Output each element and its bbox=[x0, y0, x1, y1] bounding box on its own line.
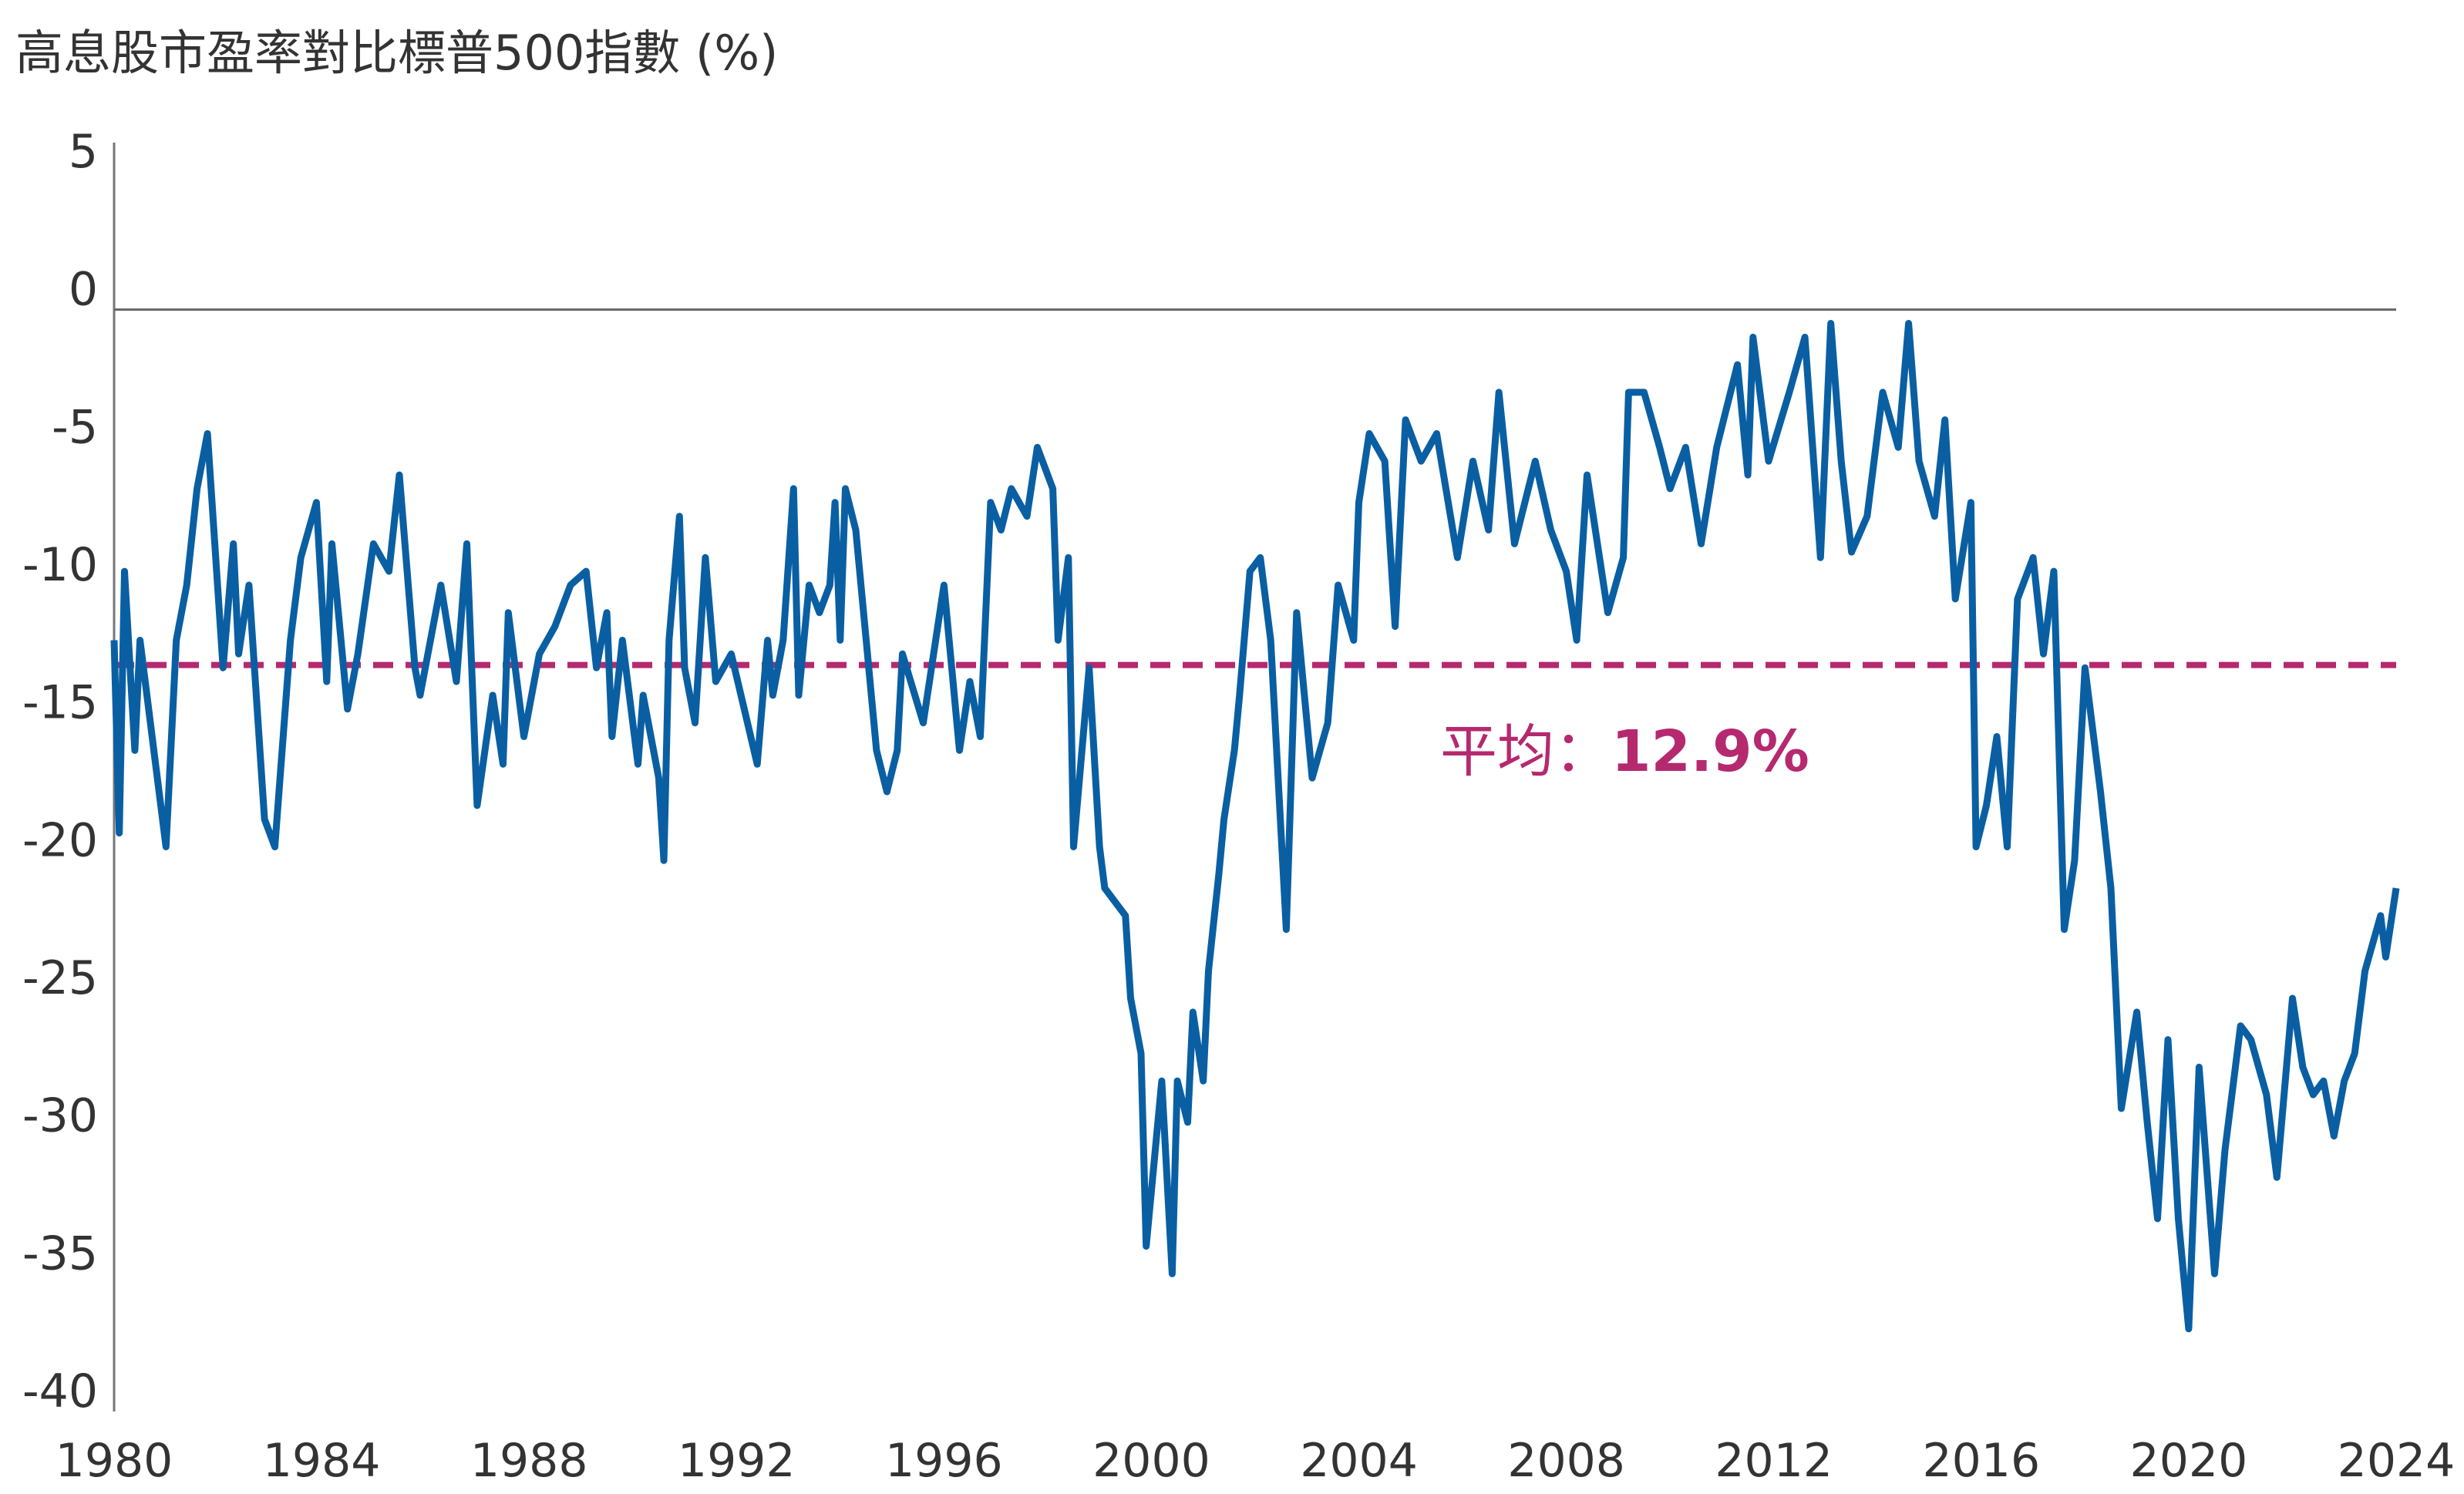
x-tick-label: 1980 bbox=[56, 1434, 173, 1488]
x-tick-label: 1996 bbox=[885, 1434, 1003, 1488]
x-tick-label: 2008 bbox=[1507, 1434, 1625, 1488]
x-tick-label: 2016 bbox=[1922, 1434, 2040, 1488]
x-tick-label: 2024 bbox=[2338, 1434, 2456, 1488]
average-name: 平均： bbox=[1440, 718, 1611, 785]
y-tick-label: -40 bbox=[22, 1364, 98, 1418]
x-tick-label: 1988 bbox=[470, 1434, 588, 1488]
x-tick-label: 2012 bbox=[1715, 1434, 1833, 1488]
y-tick-label: -15 bbox=[22, 676, 98, 730]
x-tick-label: 2004 bbox=[1300, 1434, 1418, 1488]
y-tick-label: -25 bbox=[22, 951, 98, 1005]
x-tick-label: 2020 bbox=[2130, 1434, 2248, 1488]
y-tick-label: 5 bbox=[69, 125, 98, 179]
average-label: 平均：12.9% bbox=[1440, 718, 1809, 785]
y-tick-label: -30 bbox=[22, 1089, 98, 1143]
y-tick-label: -20 bbox=[22, 813, 98, 867]
chart-title: 高息股市盈率對比標普500指數 (%) bbox=[15, 25, 778, 81]
data-line bbox=[110, 320, 2400, 1333]
average-value-label: 12.9% bbox=[1611, 718, 1809, 785]
x-tick-label: 1984 bbox=[263, 1434, 381, 1488]
x-tick-label: 1992 bbox=[678, 1434, 796, 1488]
y-tick-label: -5 bbox=[52, 400, 98, 454]
x-tick-label: 2000 bbox=[1092, 1434, 1210, 1488]
y-tick-label: -35 bbox=[22, 1226, 98, 1280]
y-tick-label: -10 bbox=[22, 538, 98, 592]
y-tick-label: 0 bbox=[69, 263, 98, 317]
